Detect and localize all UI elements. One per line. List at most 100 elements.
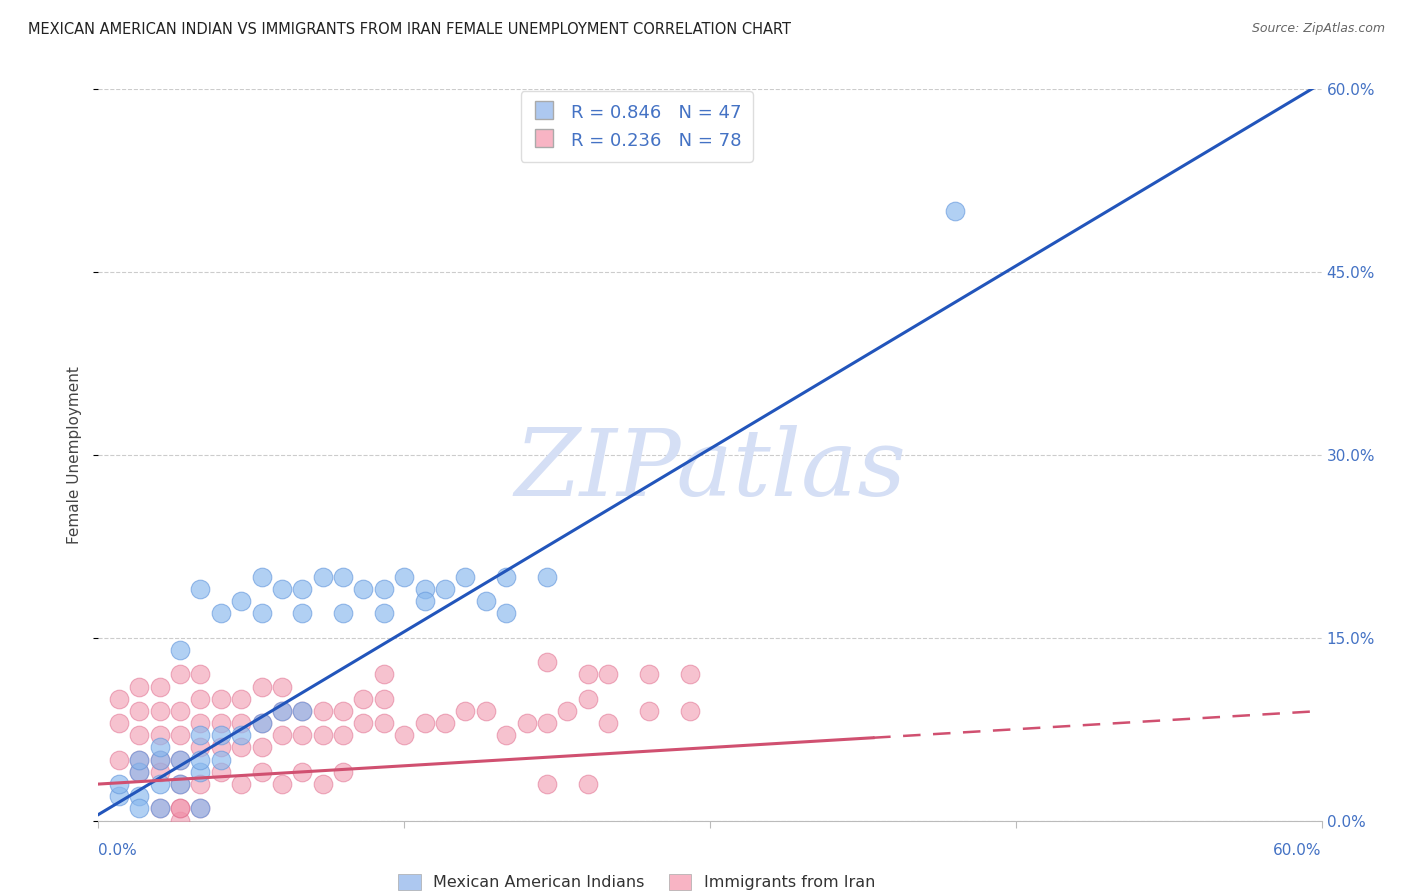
Point: [291, 704, 314, 718]
Point: [188, 764, 212, 779]
Point: [312, 570, 335, 584]
Point: [149, 704, 172, 718]
Point: [270, 777, 294, 791]
Point: [169, 753, 191, 767]
Point: [209, 607, 232, 621]
Point: [679, 704, 702, 718]
Point: [128, 753, 150, 767]
Point: [576, 691, 599, 706]
Point: [373, 716, 395, 731]
Point: [231, 716, 253, 731]
Point: [392, 570, 416, 584]
Point: [169, 728, 191, 742]
Point: [149, 777, 172, 791]
Point: [373, 607, 395, 621]
Point: [128, 680, 150, 694]
Point: [352, 716, 374, 731]
Point: [209, 740, 232, 755]
Point: [413, 594, 436, 608]
Point: [128, 801, 150, 815]
Point: [188, 740, 212, 755]
Point: [231, 594, 253, 608]
Point: [169, 667, 191, 681]
Point: [291, 607, 314, 621]
Point: [231, 728, 253, 742]
Point: [516, 716, 538, 731]
Point: [188, 728, 212, 742]
Point: [392, 728, 416, 742]
Point: [188, 667, 212, 681]
Point: [231, 691, 253, 706]
Point: [943, 204, 966, 219]
Point: [149, 764, 172, 779]
Text: 0.0%: 0.0%: [98, 843, 138, 858]
Point: [332, 728, 354, 742]
Point: [128, 764, 150, 779]
Point: [209, 691, 232, 706]
Point: [149, 801, 172, 815]
Y-axis label: Female Unemployment: Female Unemployment: [67, 366, 83, 544]
Point: [169, 801, 191, 815]
Point: [250, 570, 273, 584]
Point: [679, 667, 702, 681]
Point: [169, 643, 191, 657]
Point: [352, 691, 374, 706]
Point: [557, 704, 579, 718]
Text: MEXICAN AMERICAN INDIAN VS IMMIGRANTS FROM IRAN FEMALE UNEMPLOYMENT CORRELATION : MEXICAN AMERICAN INDIAN VS IMMIGRANTS FR…: [28, 22, 792, 37]
Point: [270, 728, 294, 742]
Point: [352, 582, 374, 596]
Point: [169, 801, 191, 815]
Point: [413, 716, 436, 731]
Point: [495, 570, 517, 584]
Point: [169, 777, 191, 791]
Point: [169, 704, 191, 718]
Point: [250, 764, 273, 779]
Point: [536, 716, 558, 731]
Point: [638, 667, 661, 681]
Point: [108, 777, 131, 791]
Point: [108, 753, 131, 767]
Point: [149, 680, 172, 694]
Point: [270, 680, 294, 694]
Point: [474, 704, 498, 718]
Point: [332, 704, 354, 718]
Point: [209, 728, 232, 742]
Point: [291, 582, 314, 596]
Point: [270, 704, 294, 718]
Point: [149, 753, 172, 767]
Point: [373, 667, 395, 681]
Point: [495, 728, 517, 742]
Point: [576, 777, 599, 791]
Point: [536, 777, 558, 791]
Point: [270, 582, 294, 596]
Point: [495, 607, 517, 621]
Point: [188, 801, 212, 815]
Point: [434, 716, 457, 731]
Point: [169, 814, 191, 828]
Point: [188, 716, 212, 731]
Point: [250, 607, 273, 621]
Point: [128, 728, 150, 742]
Point: [598, 716, 620, 731]
Legend: Mexican American Indians, Immigrants from Iran: Mexican American Indians, Immigrants fro…: [392, 867, 882, 892]
Point: [188, 753, 212, 767]
Point: [270, 704, 294, 718]
Point: [169, 753, 191, 767]
Point: [209, 753, 232, 767]
Point: [149, 753, 172, 767]
Point: [108, 691, 131, 706]
Point: [250, 680, 273, 694]
Point: [149, 740, 172, 755]
Point: [108, 716, 131, 731]
Point: [332, 570, 354, 584]
Text: 60.0%: 60.0%: [1274, 843, 1322, 858]
Point: [108, 789, 131, 804]
Point: [231, 777, 253, 791]
Point: [312, 728, 335, 742]
Point: [291, 728, 314, 742]
Point: [209, 716, 232, 731]
Point: [128, 789, 150, 804]
Point: [332, 764, 354, 779]
Text: Source: ZipAtlas.com: Source: ZipAtlas.com: [1251, 22, 1385, 36]
Point: [536, 655, 558, 669]
